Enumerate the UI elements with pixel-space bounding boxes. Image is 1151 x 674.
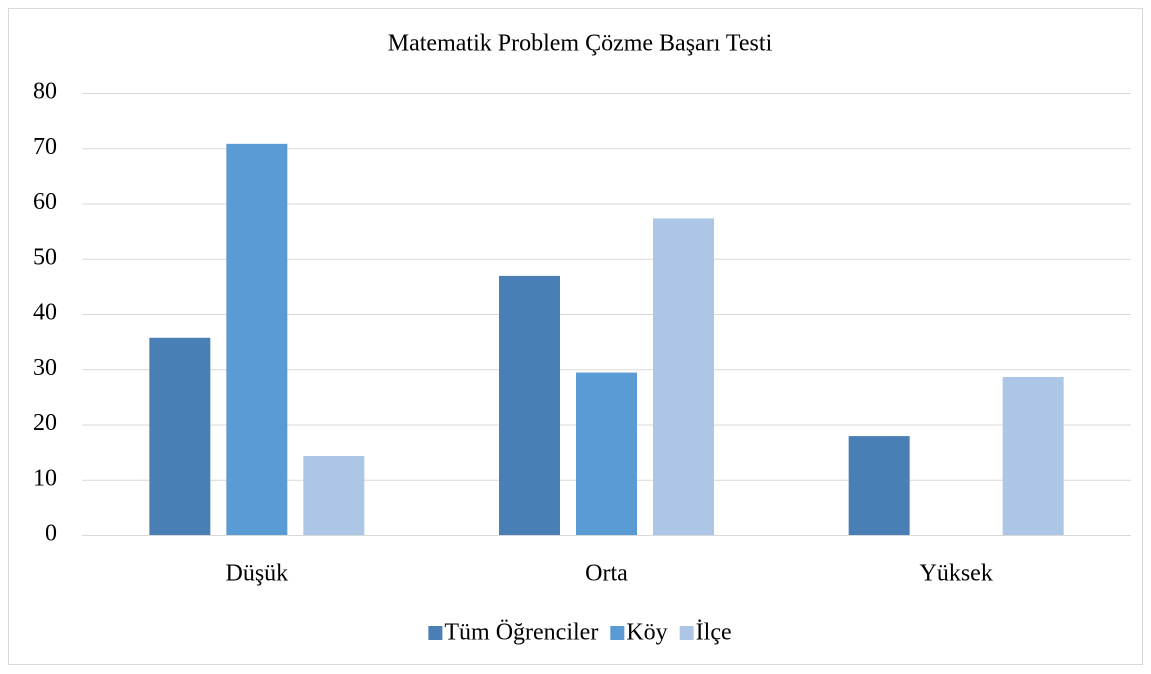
legend-label: Tüm Öğrenciler [444,620,598,646]
y-tick-label: 60 [33,189,57,215]
legend-label: Köy [626,620,667,646]
legend-swatch [679,626,694,640]
bar [1002,376,1064,535]
y-tick-label: 70 [33,134,57,160]
y-tick-label: 30 [33,355,57,381]
bar [653,218,714,536]
chart-title: Matematik Problem Çözme Başarı Testi [388,31,773,57]
y-tick-label: 20 [33,410,57,436]
bar [149,337,211,535]
x-tick-label: Yüksek [920,561,993,587]
legend-swatch [428,626,443,640]
legend-swatch [610,626,625,640]
bar [848,436,910,535]
y-tick-label: 50 [33,244,57,270]
y-tick-label: 40 [33,300,57,326]
bar [499,275,560,535]
legend-label: İlçe [696,620,732,646]
y-tick-label: 0 [45,521,57,547]
x-tick-label: Düşük [225,561,288,587]
chart-border [8,8,1143,665]
bar [226,143,288,535]
y-tick-label: 10 [33,465,57,491]
x-tick-label: Orta [585,561,628,587]
bar [303,455,365,535]
y-tick-label: 80 [33,79,57,105]
bar [576,372,637,535]
